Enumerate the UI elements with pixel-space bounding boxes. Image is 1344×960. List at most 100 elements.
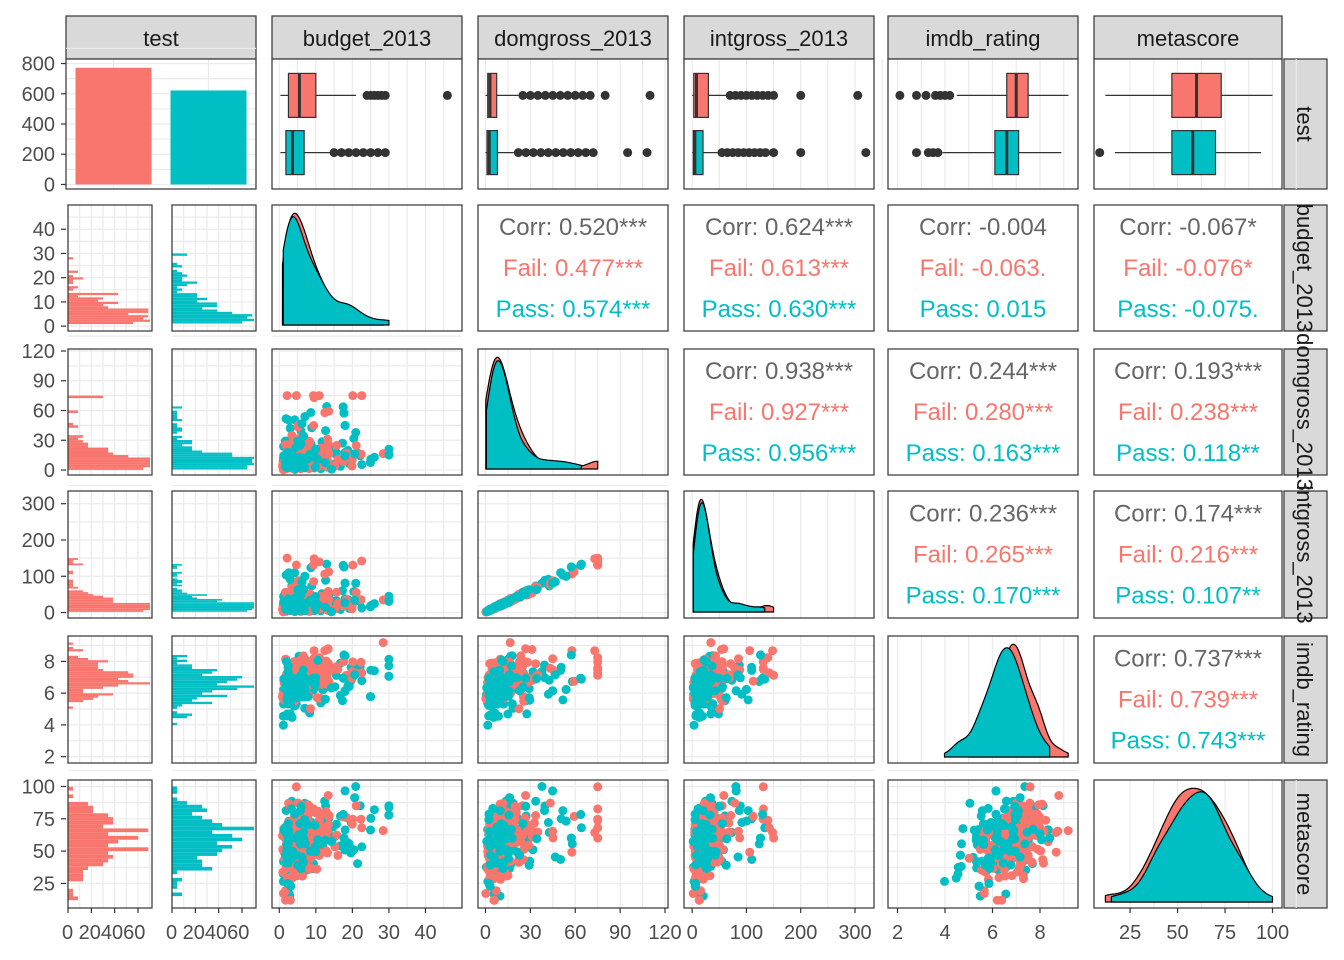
hist-bar-fail	[68, 304, 104, 307]
point-fail	[309, 806, 319, 815]
hist-bar-fail	[68, 595, 104, 598]
box-outlier	[528, 148, 538, 158]
panel-border	[887, 490, 1079, 619]
point-pass	[756, 650, 765, 660]
point-fail	[287, 430, 297, 440]
hist-bar-fail	[68, 315, 149, 318]
box-outlier	[373, 148, 383, 158]
panel-background	[684, 349, 874, 475]
hist-bar-fail	[68, 570, 74, 573]
point-pass	[524, 693, 534, 703]
hist-bar-pass	[172, 288, 183, 291]
point-pass	[310, 462, 320, 472]
hist-bar-pass	[172, 578, 178, 580]
point-fail	[324, 406, 334, 416]
point-pass	[300, 571, 310, 581]
hist-bar-pass	[172, 885, 178, 889]
box-outlier	[861, 148, 871, 158]
point-pass	[350, 595, 360, 605]
box-outlier	[336, 148, 346, 158]
facet-border	[67, 490, 153, 619]
hist-bar-pass	[172, 855, 198, 860]
point-pass	[951, 873, 961, 883]
hist-bar-fail	[68, 677, 119, 681]
hist-bar-fail	[68, 464, 150, 468]
panel-border	[683, 348, 875, 476]
y-tick-label: 100	[22, 776, 55, 798]
panel-border	[887, 58, 1079, 190]
point-pass	[298, 857, 308, 867]
point-pass	[518, 819, 528, 829]
y-tick-label: 2	[44, 747, 55, 769]
point-fail	[351, 801, 361, 811]
point-pass	[504, 810, 514, 820]
hist-bar-fail	[68, 308, 149, 311]
point-pass	[532, 584, 542, 594]
hist-bar-pass	[172, 685, 254, 688]
point-fail	[278, 867, 288, 877]
hist-bar-fail	[68, 892, 74, 897]
point-fail	[593, 560, 603, 570]
hist-bar-fail	[68, 664, 99, 667]
hist-bar-pass	[172, 804, 203, 809]
hist-bar-fail	[68, 317, 144, 320]
hist-bar-fail	[68, 671, 129, 674]
point-pass	[691, 710, 701, 720]
hist-bar-fail	[68, 288, 74, 291]
right-strip-budget_2013	[1283, 204, 1328, 332]
box-outlier	[912, 90, 921, 100]
hist-bar-pass	[172, 423, 178, 426]
point-pass	[279, 451, 289, 461]
point-pass	[747, 855, 757, 864]
panel-border	[1093, 58, 1283, 190]
hist-bar-fail	[68, 675, 134, 678]
hist-bar-pass	[172, 654, 188, 658]
hist-bar-pass	[172, 687, 238, 691]
point-pass	[299, 673, 309, 683]
hist-bar-pass	[172, 297, 208, 301]
panel-budget_2013-vs-budget_2013	[271, 204, 463, 332]
hist-bar-fail	[68, 642, 74, 645]
panel-border	[65, 58, 257, 190]
point-fail	[356, 449, 366, 459]
panel-border	[477, 348, 669, 476]
point-pass	[340, 421, 350, 430]
hist-bar-pass	[172, 608, 253, 611]
hist-bar-fail	[68, 319, 150, 322]
point-pass	[497, 655, 507, 665]
point-fail	[1028, 815, 1038, 825]
corr-fail: Fail: 0.927***	[709, 399, 849, 426]
x-tick-label: 0 204060	[166, 922, 249, 944]
point-fail	[332, 441, 342, 450]
point-pass	[278, 720, 288, 730]
top-strip-label: domgross_2013	[494, 26, 652, 51]
box-pass	[692, 130, 704, 176]
box-outlier	[945, 90, 955, 100]
hist-bar-fail	[68, 440, 84, 443]
box-outlier	[558, 148, 568, 158]
point-pass	[366, 825, 375, 835]
corr-pass: Pass: -0.075.	[1117, 296, 1258, 323]
hist-bar-pass	[172, 602, 254, 604]
hist-bar-pass	[172, 442, 193, 445]
point-pass	[313, 655, 323, 665]
hist-bar-pass	[172, 676, 243, 679]
point-pass	[532, 673, 542, 683]
panel-border	[1093, 635, 1283, 764]
y-tick-label: 0	[44, 316, 55, 338]
point-pass	[721, 693, 731, 703]
hist-bar-pass	[172, 666, 193, 670]
point-fail	[348, 657, 358, 667]
y-tick-label: 30	[33, 243, 55, 265]
hist-bar-fail	[68, 301, 119, 305]
hist-bar-pass	[172, 414, 178, 417]
hist-bar-pass	[172, 722, 178, 726]
hist-bar-pass	[172, 435, 183, 438]
y-tick-label: 100	[22, 566, 55, 588]
point-pass	[505, 676, 515, 686]
hist-bar-fail	[68, 425, 79, 428]
point-pass	[576, 560, 586, 570]
hist-bar-fail	[68, 655, 79, 658]
facet-border	[67, 348, 153, 476]
hist-bar-pass	[172, 454, 233, 457]
